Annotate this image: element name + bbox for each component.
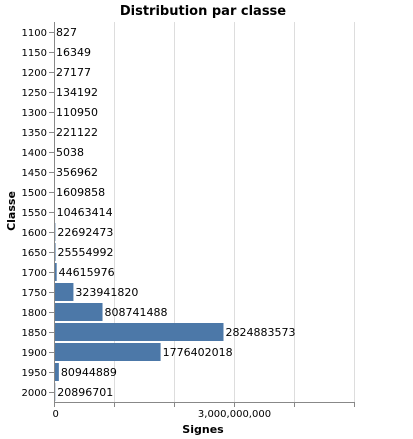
data-label-1650: 25554992 (58, 246, 114, 259)
data-label-1500: 1609858 (56, 186, 105, 199)
y-tick-label-1500: 1500 (22, 188, 47, 199)
data-label-1350: 221122 (56, 126, 98, 139)
bar-1900 (54, 343, 161, 361)
bars (54, 23, 224, 401)
y-tick-label-1150: 1150 (22, 48, 47, 59)
y-tick-label-1200: 1200 (22, 68, 47, 79)
y-tick-label-1600: 1600 (22, 228, 47, 239)
y-tick-label-1100: 1100 (22, 28, 47, 39)
data-label-1450: 356962 (56, 166, 98, 179)
y-tick-label-1900: 1900 (22, 348, 47, 359)
y-tick-label-1650: 1650 (22, 248, 47, 259)
data-label-1100: 827 (56, 26, 77, 39)
y-axis: 1100 1150 1200 1250 1300 1350 1400 1450 1500 1550… (22, 22, 55, 402)
y-tick-label-1450: 1450 (22, 168, 47, 179)
x-axis: 0 3,000,000,000 (53, 402, 355, 420)
data-labels: 827 16349 27177 134192 110950 221122 5038 35696… (56, 26, 295, 399)
y-tick-label-1800: 1800 (22, 308, 47, 319)
bar-1700 (54, 263, 57, 281)
data-label-1300: 110950 (56, 106, 98, 119)
x-axis-title: Signes (182, 423, 224, 436)
chart-title: Distribution par classe (120, 4, 286, 19)
y-tick-label-1750: 1750 (22, 288, 47, 299)
data-label-1800: 808741488 (105, 306, 168, 319)
data-label-1600: 22692473 (57, 226, 113, 239)
y-tick-label-1700: 1700 (22, 268, 47, 279)
bar-1800 (54, 303, 103, 321)
y-tick-label-1950: 1950 (22, 368, 47, 379)
y-tick-label-1850: 1850 (22, 328, 47, 339)
y-axis-title: Classe (5, 191, 18, 231)
y-tick-label-1350: 1350 (22, 128, 47, 139)
y-tick-label-1250: 1250 (22, 88, 47, 99)
data-label-1750: 323941820 (75, 286, 138, 299)
y-tick-label-1400: 1400 (22, 148, 47, 159)
bar-1950 (54, 363, 59, 381)
data-label-1200: 27177 (56, 66, 91, 79)
x-tick-label-0: 0 (53, 409, 59, 420)
data-label-1250: 134192 (56, 86, 98, 99)
data-label-1700: 44615976 (59, 266, 115, 279)
data-label-1950: 80944889 (61, 366, 117, 379)
x-tick-label-3: 3,000,000,000 (198, 409, 271, 420)
bar-1750 (54, 283, 74, 301)
y-tick-label-1300: 1300 (22, 108, 47, 119)
data-label-1400: 5038 (56, 146, 84, 159)
bar-1850 (54, 323, 224, 341)
data-label-1550: 10463414 (57, 206, 113, 219)
y-tick-label-1550: 1550 (22, 208, 47, 219)
data-label-1850: 2824883573 (225, 326, 295, 339)
data-label-1150: 16349 (56, 46, 91, 59)
data-label-1900: 1776402018 (163, 346, 233, 359)
y-tick-label-2000: 2000 (22, 388, 47, 399)
data-label-2000: 20896701 (57, 386, 113, 399)
